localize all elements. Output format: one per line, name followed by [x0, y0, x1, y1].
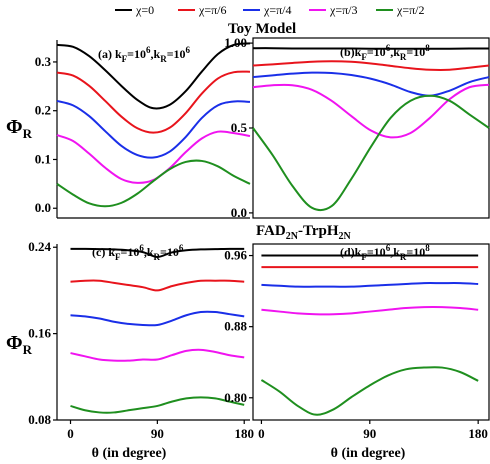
series-line — [261, 305, 479, 316]
legend-entry: χ=π/3 — [309, 3, 358, 17]
y-tick-label: 0.96 — [224, 248, 247, 263]
y-tick-label: 0.88 — [224, 319, 247, 334]
x-axis-label-right: θ (in degree) — [331, 446, 406, 461]
series-line — [252, 71, 490, 97]
panel-label: (a) kF=106,kR=106 — [98, 45, 191, 64]
section-title-bottom: FAD2N-TrpH2N — [256, 223, 352, 242]
plot-frame — [252, 243, 490, 421]
legend-label: χ=π/2 — [396, 3, 425, 17]
y-tick-label: 0.80 — [224, 390, 247, 405]
x-tick-label: 180 — [468, 426, 488, 441]
y-axis-label-bottom: ΦR — [6, 332, 33, 357]
panel-label: (b)kF=106,kR=108 — [340, 43, 430, 62]
series-line — [56, 42, 251, 110]
series-line — [252, 60, 490, 71]
x-tick-label: 180 — [234, 426, 254, 441]
legend-entry: χ=π/6 — [178, 3, 227, 17]
legend-label: χ=π/4 — [263, 3, 292, 17]
panel-label: (d)kF=106,kR=108 — [340, 243, 430, 262]
panel-b: 0.0 0.5 1.00 (b)kF=106,kR=108 — [224, 35, 490, 220]
series-line — [70, 310, 245, 327]
panel-a: 0.0 0.1 0.2 0.3 (a) kF=106,kR=106 — [35, 40, 251, 219]
legend-entry: χ=0 — [115, 3, 154, 17]
x-tick-label: 0 — [67, 426, 74, 441]
x-tick-label: 0 — [258, 426, 265, 441]
plot-frame — [252, 37, 490, 219]
series-line — [252, 83, 490, 139]
x-axis-label-left: θ (in degree) — [92, 446, 167, 461]
y-tick-label: 0.3 — [35, 54, 52, 69]
series-line — [70, 348, 245, 362]
series-line — [70, 396, 245, 414]
legend: χ=0 χ=π/6 χ=π/4 χ=π/3 χ=π/2 — [115, 3, 425, 17]
series-line — [261, 282, 479, 288]
y-tick-label: 0.1 — [35, 151, 51, 166]
panel-c: 0.08 0.16 0.24 0 90 180 (c) kF=106,kR=106 — [28, 239, 254, 441]
y-tick-label: 1.00 — [224, 35, 247, 50]
section-title-top: Toy Model — [228, 21, 296, 37]
y-tick-label: 0.24 — [28, 239, 51, 254]
y-tick-label: 0.0 — [231, 205, 247, 220]
series-line — [252, 94, 490, 212]
series-line — [70, 279, 245, 292]
legend-label: χ=π/6 — [198, 3, 227, 17]
x-tick-label: 90 — [151, 426, 164, 441]
panel-d: 0.80 0.88 0.96 0 90 180 (d)kF=106,kR=108 — [224, 243, 490, 441]
y-axis-label-top: ΦR — [6, 116, 33, 141]
series-line — [252, 47, 490, 50]
y-tick-label: 0.2 — [35, 103, 51, 118]
y-tick-label: 0.08 — [28, 412, 51, 427]
y-tick-label: 0.5 — [231, 120, 248, 135]
series-line — [56, 159, 251, 208]
legend-label: χ=0 — [135, 3, 154, 17]
panel-label: (c) kF=106,kR=106 — [92, 243, 184, 262]
series-line — [56, 70, 251, 134]
legend-entry: χ=π/4 — [243, 3, 292, 17]
y-tick-label: 0.0 — [35, 200, 51, 215]
y-tick-label: 0.16 — [28, 326, 51, 341]
x-tick-label: 90 — [363, 426, 376, 441]
series-line — [70, 247, 245, 258]
legend-entry: χ=π/2 — [376, 3, 425, 17]
series-line — [260, 366, 479, 416]
legend-label: χ=π/3 — [329, 3, 358, 17]
series-line — [56, 99, 251, 159]
